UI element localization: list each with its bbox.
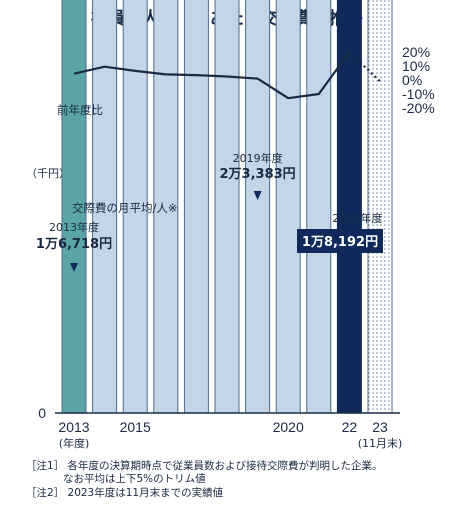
bar-2016 bbox=[153, 0, 179, 414]
bar-series-label: 交際費の月平均/人※ bbox=[72, 201, 178, 215]
bar-2019 bbox=[245, 0, 271, 414]
x-tick-label: 2015 bbox=[120, 419, 151, 435]
annotation-value: 1万6,718円 bbox=[36, 237, 112, 252]
annotation-label: 2013年度 bbox=[49, 220, 99, 234]
line-series-dotted bbox=[348, 51, 381, 83]
line-series-label: 前年度比 bbox=[57, 103, 103, 117]
bar-2017 bbox=[183, 0, 209, 414]
annotation-arrow bbox=[70, 263, 78, 272]
annotation-label: 2022年度 bbox=[332, 211, 382, 225]
x-tick-sublabel: (11月末) bbox=[358, 436, 403, 450]
bar-23 bbox=[367, 0, 393, 414]
right-tick-label: 0% bbox=[402, 72, 422, 88]
x-tick-label: 2013 bbox=[58, 419, 89, 435]
annotation-box bbox=[297, 229, 383, 253]
x-tick-label: 2020 bbox=[273, 419, 304, 435]
note-1: ［注1］ 各年度の決算期時点で従業員数および接待交際費が判明した企業。 bbox=[26, 459, 383, 472]
right-tick-label: -10% bbox=[402, 86, 435, 102]
annotation-label: 2019年度 bbox=[233, 151, 283, 165]
right-tick-label: 10% bbox=[402, 58, 430, 74]
bar-2020 bbox=[275, 0, 301, 414]
x-tick-label: 22 bbox=[342, 419, 358, 435]
line-series-solid bbox=[73, 51, 351, 100]
y-tick-label: 15 bbox=[30, 0, 46, 3]
annotation-arrow bbox=[253, 191, 262, 200]
x-tick-sublabel: (年度) bbox=[59, 436, 90, 450]
bar-2018 bbox=[214, 0, 240, 414]
right-tick-label: 20% bbox=[402, 44, 430, 60]
annotation-pointer bbox=[343, 253, 356, 283]
left-axis-unit: （千円） bbox=[26, 167, 70, 180]
bar-2021 bbox=[306, 0, 332, 414]
annotation-value: 2万3,383円 bbox=[220, 167, 296, 182]
right-tick-label: -20% bbox=[402, 100, 435, 116]
bar-2013 bbox=[61, 0, 87, 414]
y-tick-label: 0 bbox=[38, 405, 46, 421]
x-tick-label: 23 bbox=[372, 419, 388, 435]
note-2: ［注2］ 2023年度は11月末までの実績値 bbox=[26, 486, 224, 499]
annotation-value: 1万8,192円 bbox=[302, 235, 378, 250]
note-1-cont: なお平均は上下5%のトリム値 bbox=[63, 472, 206, 485]
